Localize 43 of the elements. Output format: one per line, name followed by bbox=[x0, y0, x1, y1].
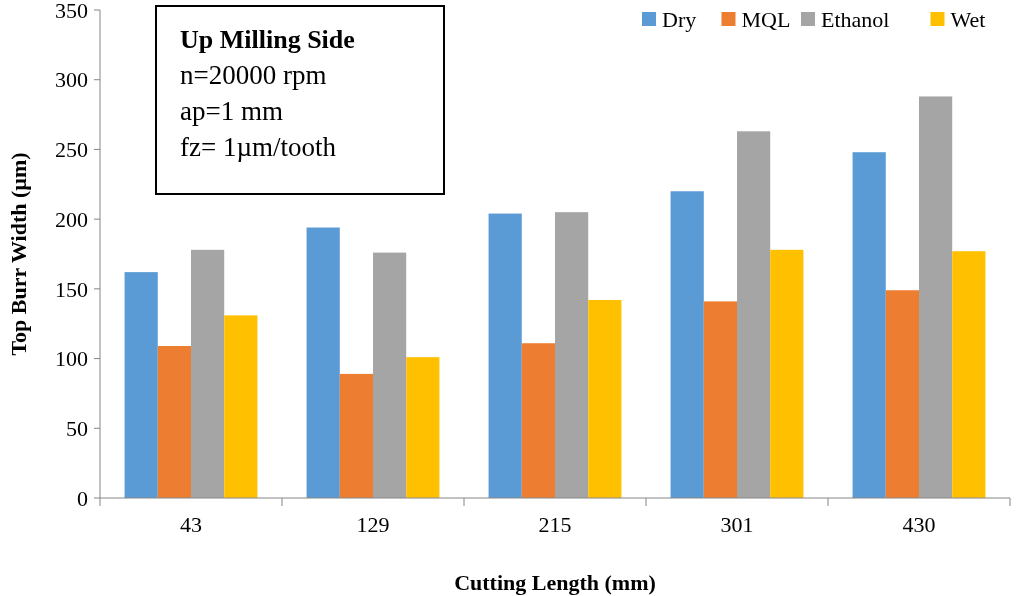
y-tick-label: 300 bbox=[55, 67, 88, 93]
legend-label: MQL bbox=[741, 6, 791, 32]
y-tick-label: 50 bbox=[66, 415, 88, 441]
bar bbox=[952, 251, 986, 498]
bar bbox=[157, 346, 191, 498]
annotation: ap=1 mm bbox=[180, 96, 283, 126]
bar bbox=[488, 213, 522, 498]
y-tick-label: 150 bbox=[55, 276, 88, 302]
y-tick-label: 200 bbox=[55, 206, 88, 232]
x-tick-label: 129 bbox=[356, 512, 390, 537]
bar bbox=[703, 301, 737, 498]
bar bbox=[521, 343, 555, 498]
annotation: n=20000 rpm bbox=[180, 60, 327, 90]
bar bbox=[737, 131, 771, 498]
bar bbox=[885, 290, 919, 498]
bar bbox=[124, 272, 158, 498]
bar bbox=[555, 212, 589, 498]
bar bbox=[191, 249, 225, 498]
bar bbox=[373, 252, 407, 498]
y-tick-label: 0 bbox=[77, 485, 88, 511]
x-tick-label: 301 bbox=[720, 512, 754, 537]
legend-label: Wet bbox=[950, 6, 986, 32]
y-tick-label: 100 bbox=[55, 346, 88, 372]
bar bbox=[670, 191, 704, 498]
bar bbox=[588, 300, 622, 498]
x-tick-label: 430 bbox=[902, 512, 936, 537]
y-tick-label: 350 bbox=[55, 0, 88, 23]
y-axis-title: Top Burr Width (µm) bbox=[6, 152, 31, 356]
x-tick-label: 43 bbox=[180, 512, 202, 537]
annotation: fz= 1µm/tooth bbox=[180, 132, 337, 162]
bar bbox=[852, 152, 886, 498]
bar bbox=[406, 357, 440, 498]
legend-label: Dry bbox=[662, 6, 697, 32]
bar bbox=[339, 373, 373, 498]
bar bbox=[224, 315, 258, 498]
bar bbox=[770, 249, 804, 498]
bar bbox=[306, 227, 340, 498]
legend-label: Ethanol bbox=[821, 6, 890, 32]
annotation: Up Milling Side bbox=[180, 25, 355, 54]
y-tick-label: 250 bbox=[55, 137, 88, 163]
x-tick-label: 215 bbox=[538, 512, 572, 537]
x-axis-title: Cutting Length (mm) bbox=[454, 570, 656, 595]
bar bbox=[919, 96, 953, 498]
